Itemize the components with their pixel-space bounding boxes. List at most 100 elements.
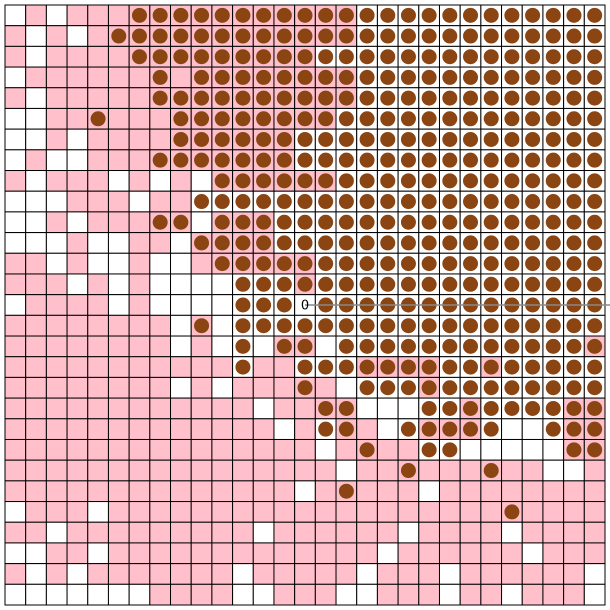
cell[interactable] [128,107,151,130]
cell[interactable] [480,480,503,503]
cell[interactable] [459,501,482,523]
cell[interactable] [107,252,130,275]
cell[interactable] [66,4,89,27]
cell[interactable] [45,25,68,47]
cell[interactable] [87,273,109,296]
cell[interactable] [397,563,420,585]
cell[interactable] [149,583,172,606]
cell[interactable] [170,294,192,316]
cell[interactable] [397,480,420,503]
cell[interactable] [583,521,606,544]
cell[interactable] [438,521,461,544]
cell[interactable] [314,438,337,461]
cell[interactable] [4,583,27,606]
cell[interactable] [45,294,68,316]
cell[interactable] [170,542,192,565]
cell[interactable] [501,438,523,461]
cell[interactable] [170,521,192,544]
cell[interactable] [87,128,109,151]
cell[interactable] [521,418,544,440]
cell[interactable] [170,252,192,275]
cell[interactable] [418,521,440,544]
cell[interactable] [563,501,585,523]
cell[interactable] [170,376,192,399]
cell[interactable] [128,190,151,213]
cell[interactable] [25,376,47,399]
cell[interactable] [25,4,47,27]
cell[interactable] [418,583,440,606]
cell[interactable] [149,397,172,420]
cell[interactable] [66,273,89,296]
cell[interactable] [107,314,130,337]
cell[interactable] [87,211,109,234]
cell[interactable] [149,107,172,130]
cell[interactable] [190,583,213,606]
cell[interactable] [66,480,89,503]
cell[interactable] [480,501,503,523]
cell[interactable] [128,521,151,544]
cell[interactable] [190,563,213,585]
cell[interactable] [211,459,234,482]
cell[interactable] [128,438,151,461]
cell[interactable] [252,356,275,378]
cell[interactable] [128,418,151,440]
cell[interactable] [4,149,27,172]
cell[interactable] [4,294,27,316]
cell[interactable] [45,376,68,399]
cell[interactable] [128,583,151,606]
cell[interactable] [87,25,109,47]
cell[interactable] [211,376,234,399]
cell[interactable] [25,232,47,254]
cell[interactable] [45,170,68,192]
cell[interactable] [314,501,337,523]
cell[interactable] [170,480,192,503]
cell[interactable] [149,501,172,523]
cell[interactable] [25,252,47,275]
cell[interactable] [314,376,337,399]
cell[interactable] [273,501,296,523]
cell[interactable] [4,335,27,358]
cell[interactable] [4,563,27,585]
cell[interactable] [149,418,172,440]
cell[interactable] [563,459,585,482]
cell[interactable] [87,542,109,565]
cell[interactable] [335,438,358,461]
cell[interactable] [45,211,68,234]
cell[interactable] [583,501,606,523]
cell[interactable] [501,459,523,482]
cell[interactable] [25,211,47,234]
cell[interactable] [459,480,482,503]
cell[interactable] [25,45,47,68]
cell[interactable] [501,480,523,503]
cell[interactable] [107,376,130,399]
cell[interactable] [252,563,275,585]
cell[interactable] [418,459,440,482]
cell[interactable] [480,542,503,565]
cell[interactable] [66,459,89,482]
cell[interactable] [4,459,27,482]
cell[interactable] [107,418,130,440]
cell[interactable] [25,521,47,544]
cell[interactable] [25,480,47,503]
cell[interactable] [273,438,296,461]
cell[interactable] [232,583,254,606]
cell[interactable] [211,438,234,461]
cell[interactable] [87,314,109,337]
cell[interactable] [107,501,130,523]
cell[interactable] [87,294,109,316]
cell[interactable] [128,376,151,399]
cell[interactable] [480,583,503,606]
cell[interactable] [128,397,151,420]
cell[interactable] [397,542,420,565]
cell[interactable] [128,335,151,358]
cell[interactable] [66,66,89,89]
cell[interactable] [190,397,213,420]
cell[interactable] [397,501,420,523]
cell[interactable] [190,211,213,234]
cell[interactable] [25,273,47,296]
cell[interactable] [25,314,47,337]
cell[interactable] [45,459,68,482]
cell[interactable] [232,459,254,482]
cell[interactable] [563,542,585,565]
cell[interactable] [66,107,89,130]
